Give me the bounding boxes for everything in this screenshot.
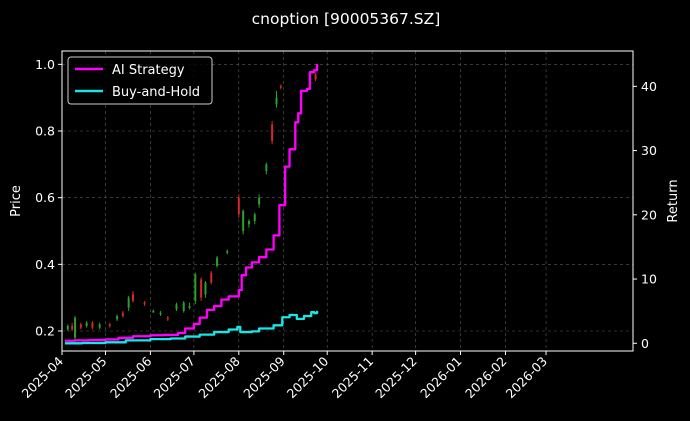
candle-body (175, 304, 178, 310)
candle-body (279, 86, 282, 88)
right-tick-label: 0 (641, 336, 649, 351)
candle-body (253, 214, 256, 221)
candle-body (116, 316, 119, 320)
left-tick-label: 0.8 (35, 124, 55, 139)
legend-label-ai-strategy: AI Strategy (112, 63, 185, 78)
plot-frame (61, 50, 634, 352)
right-axis: 0 10 20 30 40 (633, 79, 657, 351)
candle-body (166, 317, 169, 320)
candle-body (271, 124, 274, 141)
candle-body (200, 279, 203, 298)
series-lines (64, 63, 319, 345)
buy-and-hold-line (64, 310, 319, 345)
candle-body (66, 326, 69, 330)
left-tick-label: 0.6 (35, 190, 55, 205)
candle-body (226, 251, 229, 253)
candle-body (159, 312, 162, 315)
left-tick-label: 1.0 (35, 57, 55, 72)
chart-title: cnoption [90005367.SZ] (252, 10, 441, 28)
right-tick-label: 10 (641, 272, 657, 287)
candle-body (188, 306, 191, 308)
ai-strategy-line (64, 63, 319, 342)
candle-body (74, 317, 77, 338)
candle-body (127, 297, 130, 308)
candle-body (182, 302, 185, 311)
candle-body (247, 221, 250, 225)
candle-body (143, 302, 146, 305)
left-axis-title: Price (9, 185, 24, 217)
candle-body (98, 324, 101, 328)
right-tick-label: 20 (641, 207, 657, 222)
left-axis: 0.2 0.4 0.6 0.8 1.0 (35, 57, 62, 339)
candle-body (216, 257, 219, 266)
candle-body (85, 322, 88, 326)
candlesticks (66, 72, 317, 341)
candle-body (204, 282, 207, 295)
candle-body (132, 294, 135, 301)
candle-body (242, 211, 245, 231)
candle-body (79, 324, 82, 328)
candle-body (91, 322, 94, 328)
candle-body (258, 197, 261, 205)
right-tick-label: 40 (641, 79, 657, 94)
candle-body (194, 274, 197, 301)
right-axis-title: Return (666, 179, 681, 222)
left-tick-label: 0.4 (35, 257, 55, 272)
candle-body (265, 164, 268, 171)
candle-body (71, 326, 74, 330)
right-tick-label: 30 (641, 143, 657, 158)
candle-body (275, 97, 278, 105)
left-tick-label: 0.2 (35, 324, 55, 339)
candle-body (108, 324, 111, 326)
candle-body (210, 272, 213, 283)
legend: AI Strategy Buy-and-Hold (67, 56, 213, 105)
candle-body (237, 197, 240, 215)
candle-body (121, 312, 124, 316)
candle-body (152, 311, 155, 313)
legend-label-buy-and-hold: Buy-and-Hold (112, 85, 200, 100)
candle-body (314, 74, 317, 80)
legend-box (67, 56, 213, 105)
